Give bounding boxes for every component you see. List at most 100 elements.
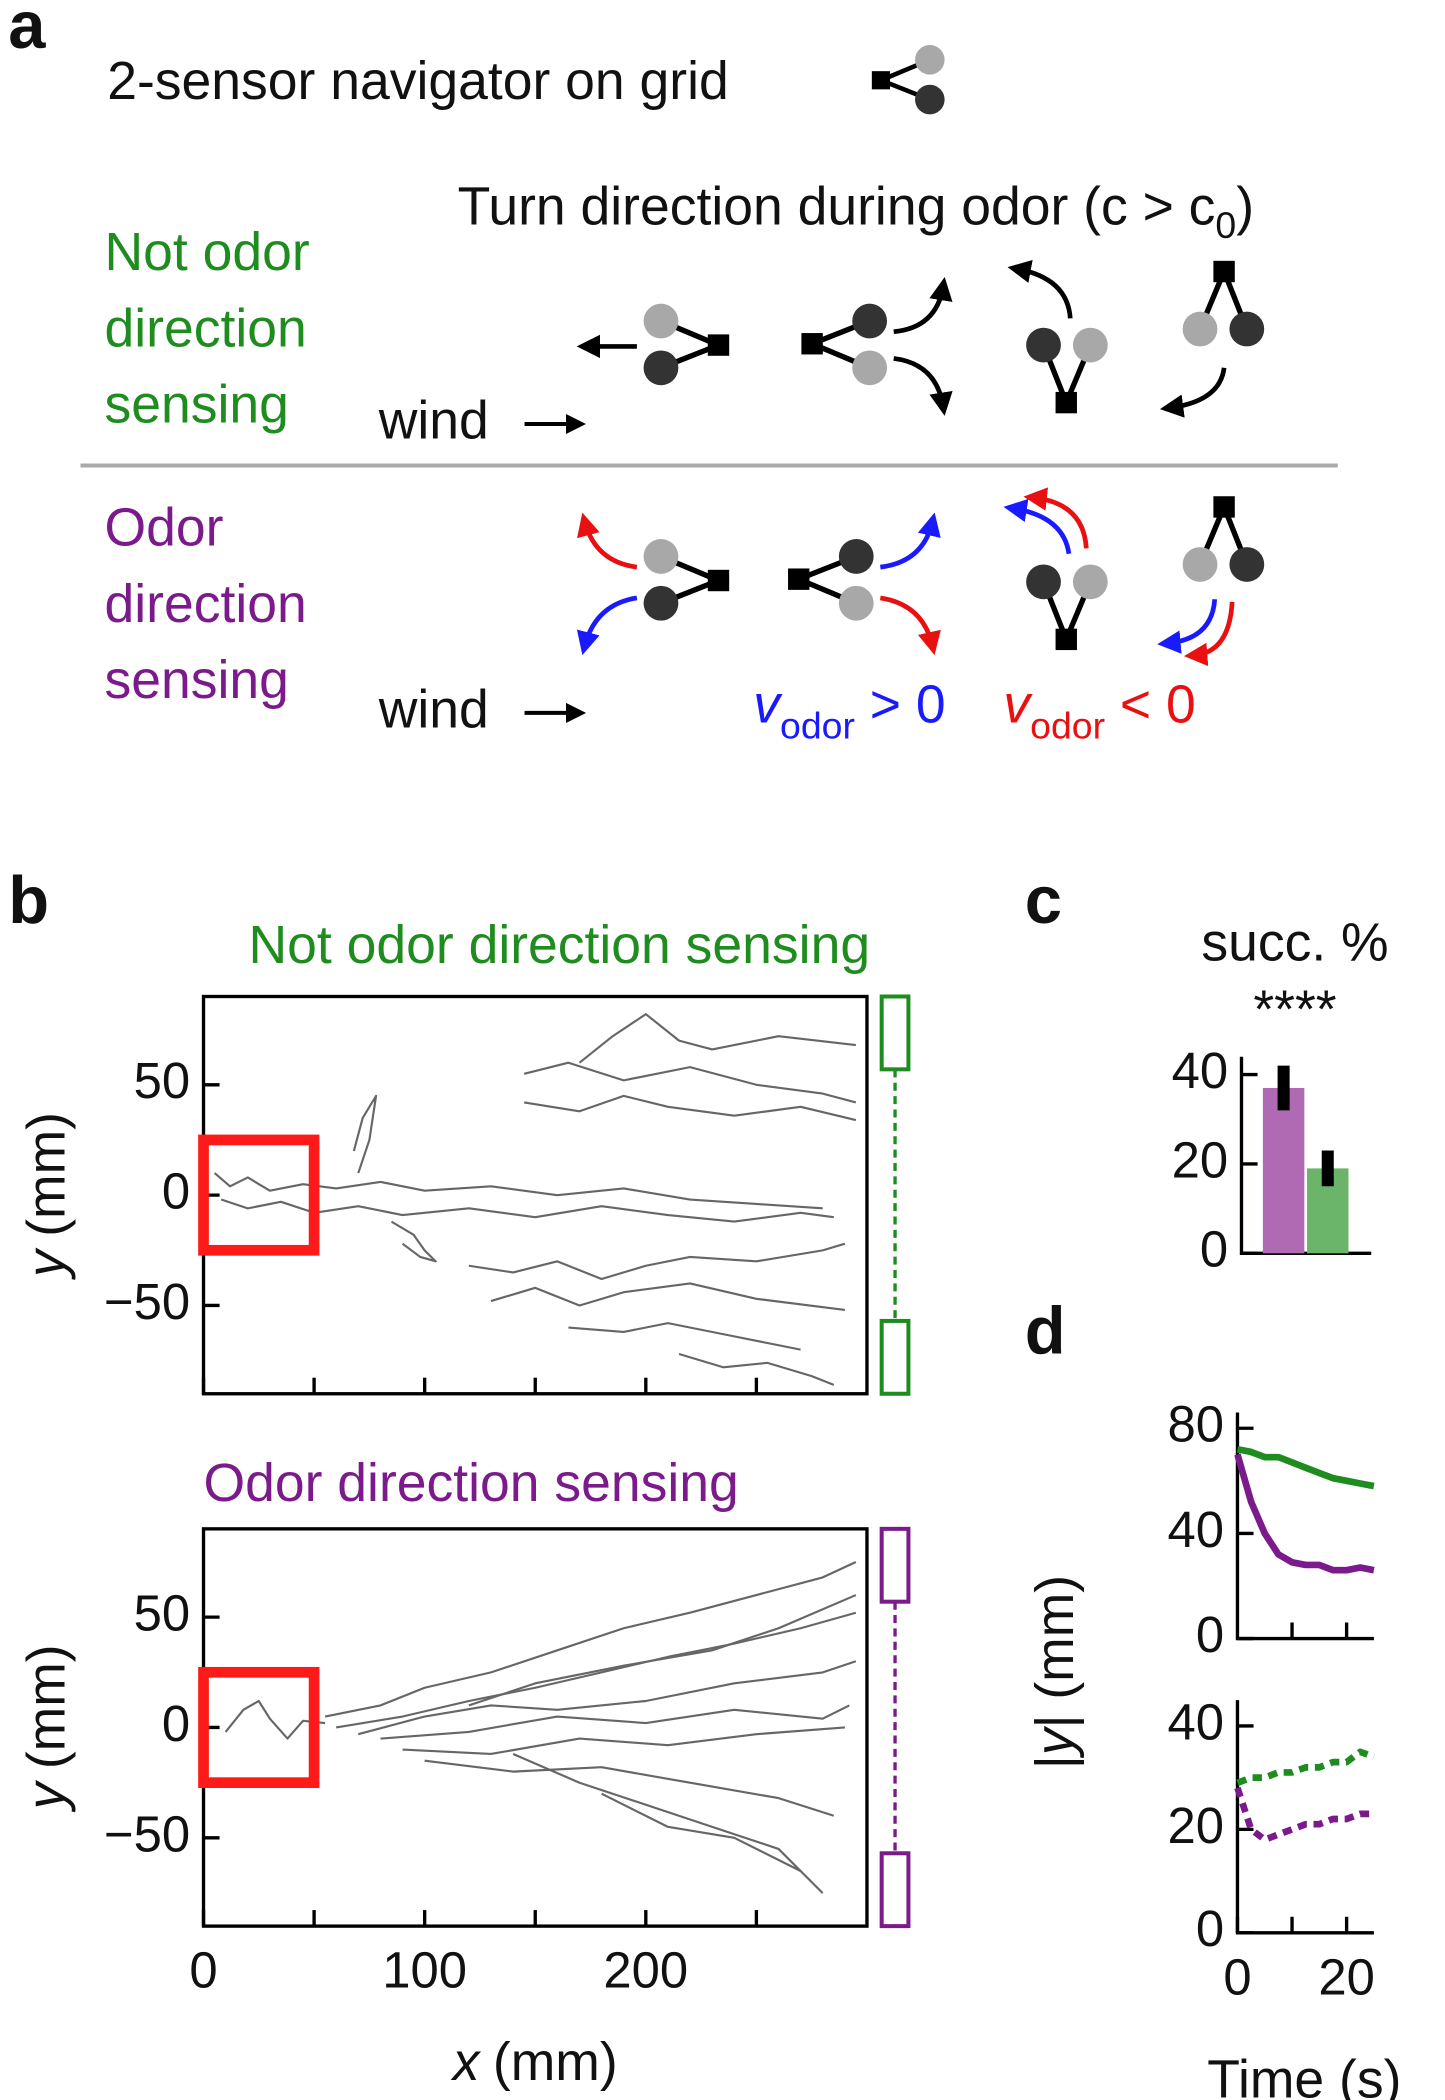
- source-band: [879, 994, 911, 1072]
- label-part: |: [1026, 1755, 1085, 1769]
- series-line: [213, 1172, 823, 1210]
- series-line: [678, 1353, 835, 1386]
- series-line: [380, 1704, 850, 1740]
- y-axis-label: |y| (mm): [1026, 1575, 1085, 1769]
- series-line: [578, 1013, 856, 1064]
- series-line: [402, 1726, 845, 1756]
- source-band: [879, 1851, 911, 1929]
- y-tick-label: −50: [104, 1273, 190, 1330]
- y-tick-label: 20: [1172, 1131, 1229, 1188]
- x-axis-label: Time (s): [1207, 2050, 1401, 2100]
- plot-frame: [201, 1527, 869, 1928]
- label-part: (mm): [493, 2033, 618, 2092]
- wind-label: wind: [378, 681, 489, 740]
- series-line: [1236, 1445, 1375, 1490]
- y-tick-label: −50: [104, 1805, 190, 1862]
- x-tick-label: 200: [603, 1942, 688, 1999]
- label-part: (mm): [17, 1112, 76, 1237]
- series-line: [1234, 1453, 1375, 1574]
- y-axis-label: y (mm): [17, 1644, 76, 1813]
- row-label: direction: [105, 575, 307, 634]
- series-line: [358, 1660, 857, 1736]
- series-line: [352, 1094, 378, 1174]
- navigator-icon: [1183, 496, 1265, 582]
- y-tick-label: 40: [1168, 1693, 1225, 1750]
- label-part: y: [17, 1247, 76, 1281]
- y-axis-label: y (mm): [17, 1112, 76, 1281]
- series-line: [1234, 1786, 1374, 1844]
- navigator-icon: [1183, 261, 1265, 347]
- plot-frame: [201, 994, 869, 1396]
- label-part: Time (s): [1207, 2050, 1401, 2100]
- series-line: [568, 1322, 801, 1351]
- label-part: x: [450, 2033, 482, 2092]
- panel-label: b: [8, 863, 49, 938]
- panel-label: d: [1025, 1294, 1066, 1369]
- row-label: Not odor: [105, 223, 310, 282]
- turn-arrows: [576, 259, 1227, 418]
- x-tick-label: 0: [1223, 1948, 1251, 2005]
- navigator-icon: [1026, 328, 1108, 414]
- source-band: [879, 1318, 911, 1396]
- y-tick-label: 0: [1196, 1900, 1224, 1957]
- series-line: [601, 1792, 802, 1872]
- row-label: sensing: [105, 376, 289, 435]
- x-tick-label: 20: [1318, 1948, 1375, 2005]
- series-line: [224, 1699, 326, 1740]
- axis-spines: [1239, 1056, 1372, 1255]
- significance: ****: [1253, 980, 1336, 1039]
- y-tick-label: 80: [1168, 1396, 1225, 1453]
- series-line: [523, 1061, 857, 1104]
- y-tick-label: 0: [162, 1695, 190, 1752]
- navigator-icon: [644, 539, 730, 621]
- chart-title: Not odor direction sensing: [249, 916, 871, 975]
- header: 2-sensor navigator on grid: [107, 52, 729, 111]
- velocity-label: vodor < 0: [1003, 675, 1195, 746]
- turn-title: Turn direction during odor (c > c0): [458, 178, 1254, 246]
- chart-title: Odor direction sensing: [204, 1454, 739, 1513]
- label-part: y: [1026, 1725, 1085, 1759]
- row-label: sensing: [105, 651, 289, 710]
- x-tick-label: 0: [189, 1942, 217, 1999]
- series-line: [1236, 1748, 1376, 1786]
- y-tick-label: 50: [134, 1052, 191, 1109]
- navigator-icon: [644, 304, 730, 386]
- turn-arrows: [576, 487, 1235, 667]
- series-line: [390, 1220, 437, 1263]
- y-tick-label: 0: [1200, 1221, 1228, 1278]
- series-line: [220, 1198, 834, 1223]
- velocity-label: vodor > 0: [753, 675, 945, 746]
- label-part: y: [17, 1779, 76, 1813]
- series-line: [468, 1242, 846, 1281]
- y-tick-label: 40: [1172, 1042, 1229, 1099]
- series-line: [490, 1282, 846, 1311]
- navigator-icon: [801, 304, 887, 386]
- series-line: [512, 1752, 824, 1894]
- row-label: Odor: [105, 499, 224, 558]
- y-tick-label: 0: [162, 1163, 190, 1220]
- x-axis-label: x (mm): [450, 2033, 618, 2092]
- y-tick-label: 50: [134, 1585, 191, 1642]
- target-box: [198, 1666, 320, 1789]
- chart-title: succ. %: [1201, 913, 1388, 972]
- row-label: direction: [105, 299, 307, 358]
- panel-label: c: [1025, 863, 1062, 938]
- navigator-icon: [1026, 564, 1108, 650]
- y-tick-label: 0: [1196, 1606, 1224, 1663]
- series-line: [468, 1594, 857, 1707]
- navigator-icon: [788, 539, 874, 621]
- series-line: [424, 1759, 835, 1817]
- label-part: (mm): [17, 1644, 76, 1769]
- wind-label: wind: [378, 392, 489, 451]
- navigator-icon: [872, 45, 945, 114]
- target-box: [198, 1134, 320, 1256]
- y-tick-label: 20: [1168, 1797, 1225, 1854]
- bar: [1262, 1087, 1305, 1254]
- series-line: [324, 1561, 857, 1718]
- label-part: | (mm): [1026, 1575, 1085, 1729]
- series-line: [523, 1094, 857, 1122]
- series-line: [336, 1611, 857, 1729]
